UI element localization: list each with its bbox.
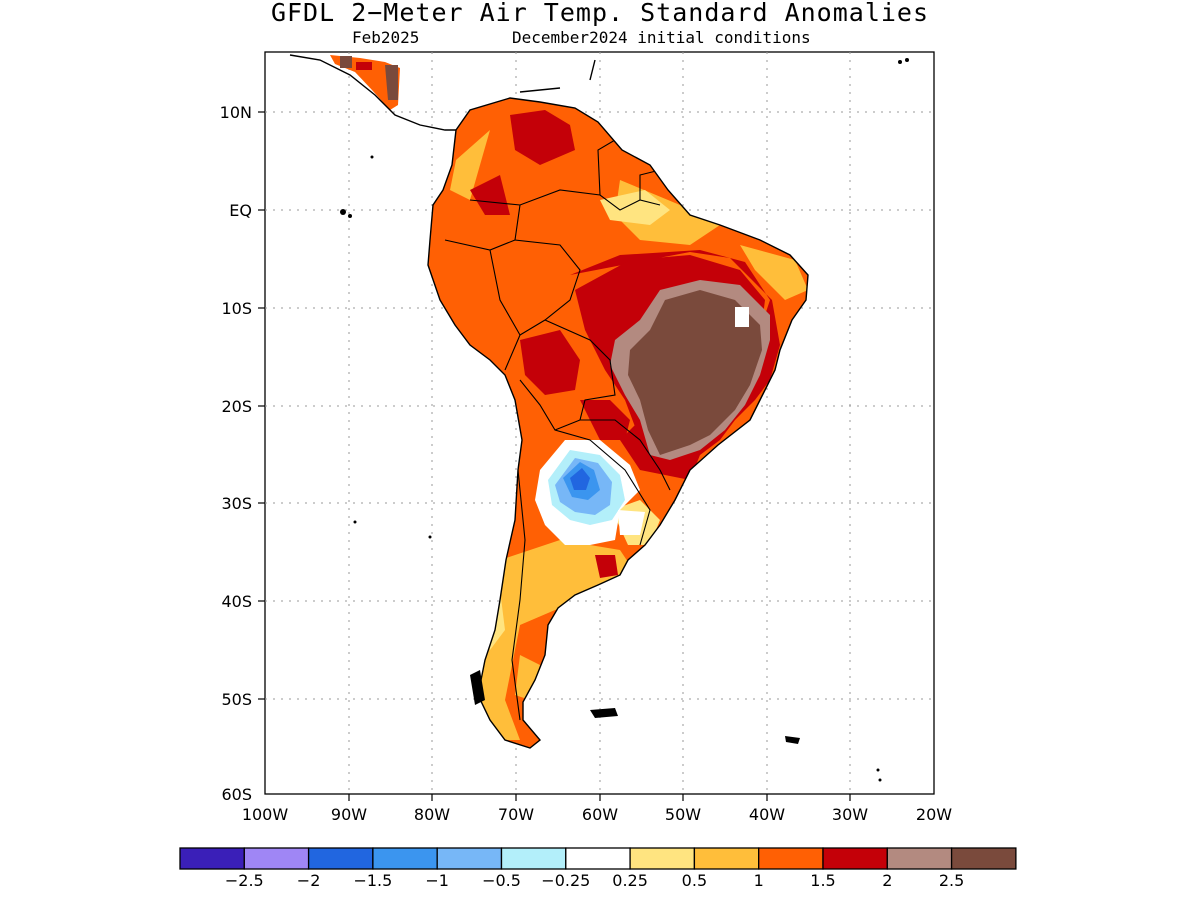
colorbar-label: 2.5 (939, 871, 964, 890)
lon-label-50w: 50W (665, 805, 701, 824)
islands (340, 58, 909, 782)
colorbar-swatch (372, 847, 438, 870)
colorbar-label: 1.5 (810, 871, 835, 890)
coastlines (289, 54, 809, 749)
colorbar-label: −1 (425, 871, 449, 890)
colorbar-label: 0.25 (612, 871, 648, 890)
colorbar-label: 1 (754, 871, 764, 890)
lat-label-10s: 10S (221, 299, 252, 318)
colorbar-label: −2.5 (225, 871, 264, 890)
lat-label-10n: 10N (220, 103, 252, 122)
lon-label-70w: 70W (498, 805, 534, 824)
colorbar-swatch (822, 847, 888, 870)
lon-label-80w: 80W (414, 805, 450, 824)
colorbar-swatch (500, 847, 567, 870)
lon-label-20w: 20W (916, 805, 952, 824)
lat-label-20s: 20S (221, 397, 252, 416)
country-borders (444, 139, 671, 721)
lon-tick-marks (348, 794, 851, 801)
colorbar-swatch (307, 847, 374, 870)
longitude-labels: 100W 90W 80W 70W 60W 50W 40W 30W 20W (242, 805, 952, 824)
colorbar-label: −2 (297, 871, 321, 890)
colorbar (179, 847, 1017, 870)
lon-label-90w: 90W (331, 805, 367, 824)
lat-label-40s: 40S (221, 592, 252, 611)
colorbar-label: −0.5 (482, 871, 521, 890)
colorbar-swatch (436, 847, 503, 870)
colorbar-label: −1.5 (353, 871, 392, 890)
lat-label-30s: 30S (221, 494, 252, 513)
lat-label-eq: EQ (229, 201, 252, 220)
latitude-labels: 10N EQ 10S 20S 30S 40S 50S 60S (220, 103, 252, 804)
lat-tick-marks (258, 111, 265, 700)
initial-conditions: December2024 initial conditions (512, 28, 811, 47)
forecast-month: Feb2025 (352, 28, 420, 47)
colorbar-swatch (693, 847, 760, 870)
lon-label-100w: 100W (242, 805, 289, 824)
colorbar-swatch (179, 847, 245, 870)
colorbar-swatch (565, 847, 631, 870)
colorbar-swatch (886, 847, 953, 870)
colorbar-labels: −2.5 −2 −1.5 −1 −0.5 −0.25 0.25 0.5 1 1.5 2 2.5 (225, 871, 964, 890)
colorbar-label: 2 (882, 871, 892, 890)
lon-label-30w: 30W (832, 805, 868, 824)
colorbar-label: −0.25 (541, 871, 590, 890)
lat-label-60s: 60S (221, 785, 252, 804)
lat-label-50s: 50S (221, 690, 252, 709)
colorbar-swatch (950, 847, 1017, 870)
lon-label-40w: 40W (749, 805, 785, 824)
lon-label-60w: 60W (582, 805, 618, 824)
map-title: GFDL 2−Meter Air Temp. Standard Anomalie… (270, 0, 930, 27)
colorbar-swatch (243, 847, 310, 870)
colorbar-swatch (629, 847, 696, 870)
colorbar-swatch (758, 847, 824, 870)
colorbar-label: 0.5 (682, 871, 707, 890)
